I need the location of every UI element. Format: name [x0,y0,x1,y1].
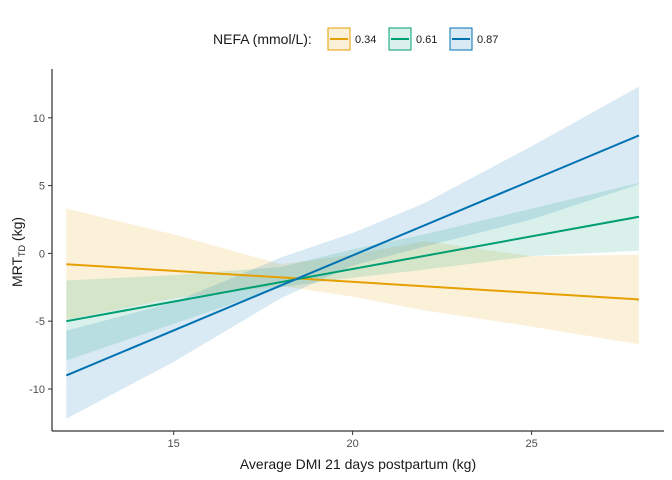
legend-item-0.87: 0.87 [449,27,498,51]
confidence-band-0.34 [66,208,639,345]
confidence-band-0.87 [66,86,639,419]
fit-line-0.87 [65,134,640,377]
x-axis-ticks: 15 20 25 [168,431,538,450]
legend-title: NEFA (mmol/L): [213,31,312,47]
x-axis-title: Average DMI 21 days postpartum (kg) [240,456,476,472]
legend-label: 0.87 [477,34,498,46]
legend-item-0.34: 0.34 [327,27,376,51]
y-axis-ticks: -10 -5 0 5 10 [29,113,52,396]
y-axis-title-subscript: TD [17,244,27,256]
confidence-bands [66,86,639,419]
legend-item-0.61: 0.61 [388,27,437,51]
x-tick-label: 20 [347,438,359,450]
fit-lines [65,134,640,377]
y-axis-title: MRTTD (kg) [9,217,27,287]
x-tick-label: 25 [525,438,537,450]
y-axis-title-unit: (kg) [9,217,25,245]
legend-label: 0.61 [416,34,437,46]
x-tick-label: 15 [168,438,180,450]
legend-label: 0.34 [355,34,376,46]
fit-line-0.61 [66,215,640,323]
y-tick-label: 5 [39,181,45,193]
confidence-band-0.61 [66,182,639,361]
fit-line-0.34 [66,263,640,301]
y-tick-label: 10 [33,113,45,125]
y-tick-label: -5 [35,316,45,328]
y-tick-label: -10 [29,384,45,396]
y-tick-label: 0 [39,248,45,260]
legend: NEFA (mmol/L): 0.34 0.61 0.87 [213,27,498,51]
y-axis-title-main: MRT [9,257,25,288]
